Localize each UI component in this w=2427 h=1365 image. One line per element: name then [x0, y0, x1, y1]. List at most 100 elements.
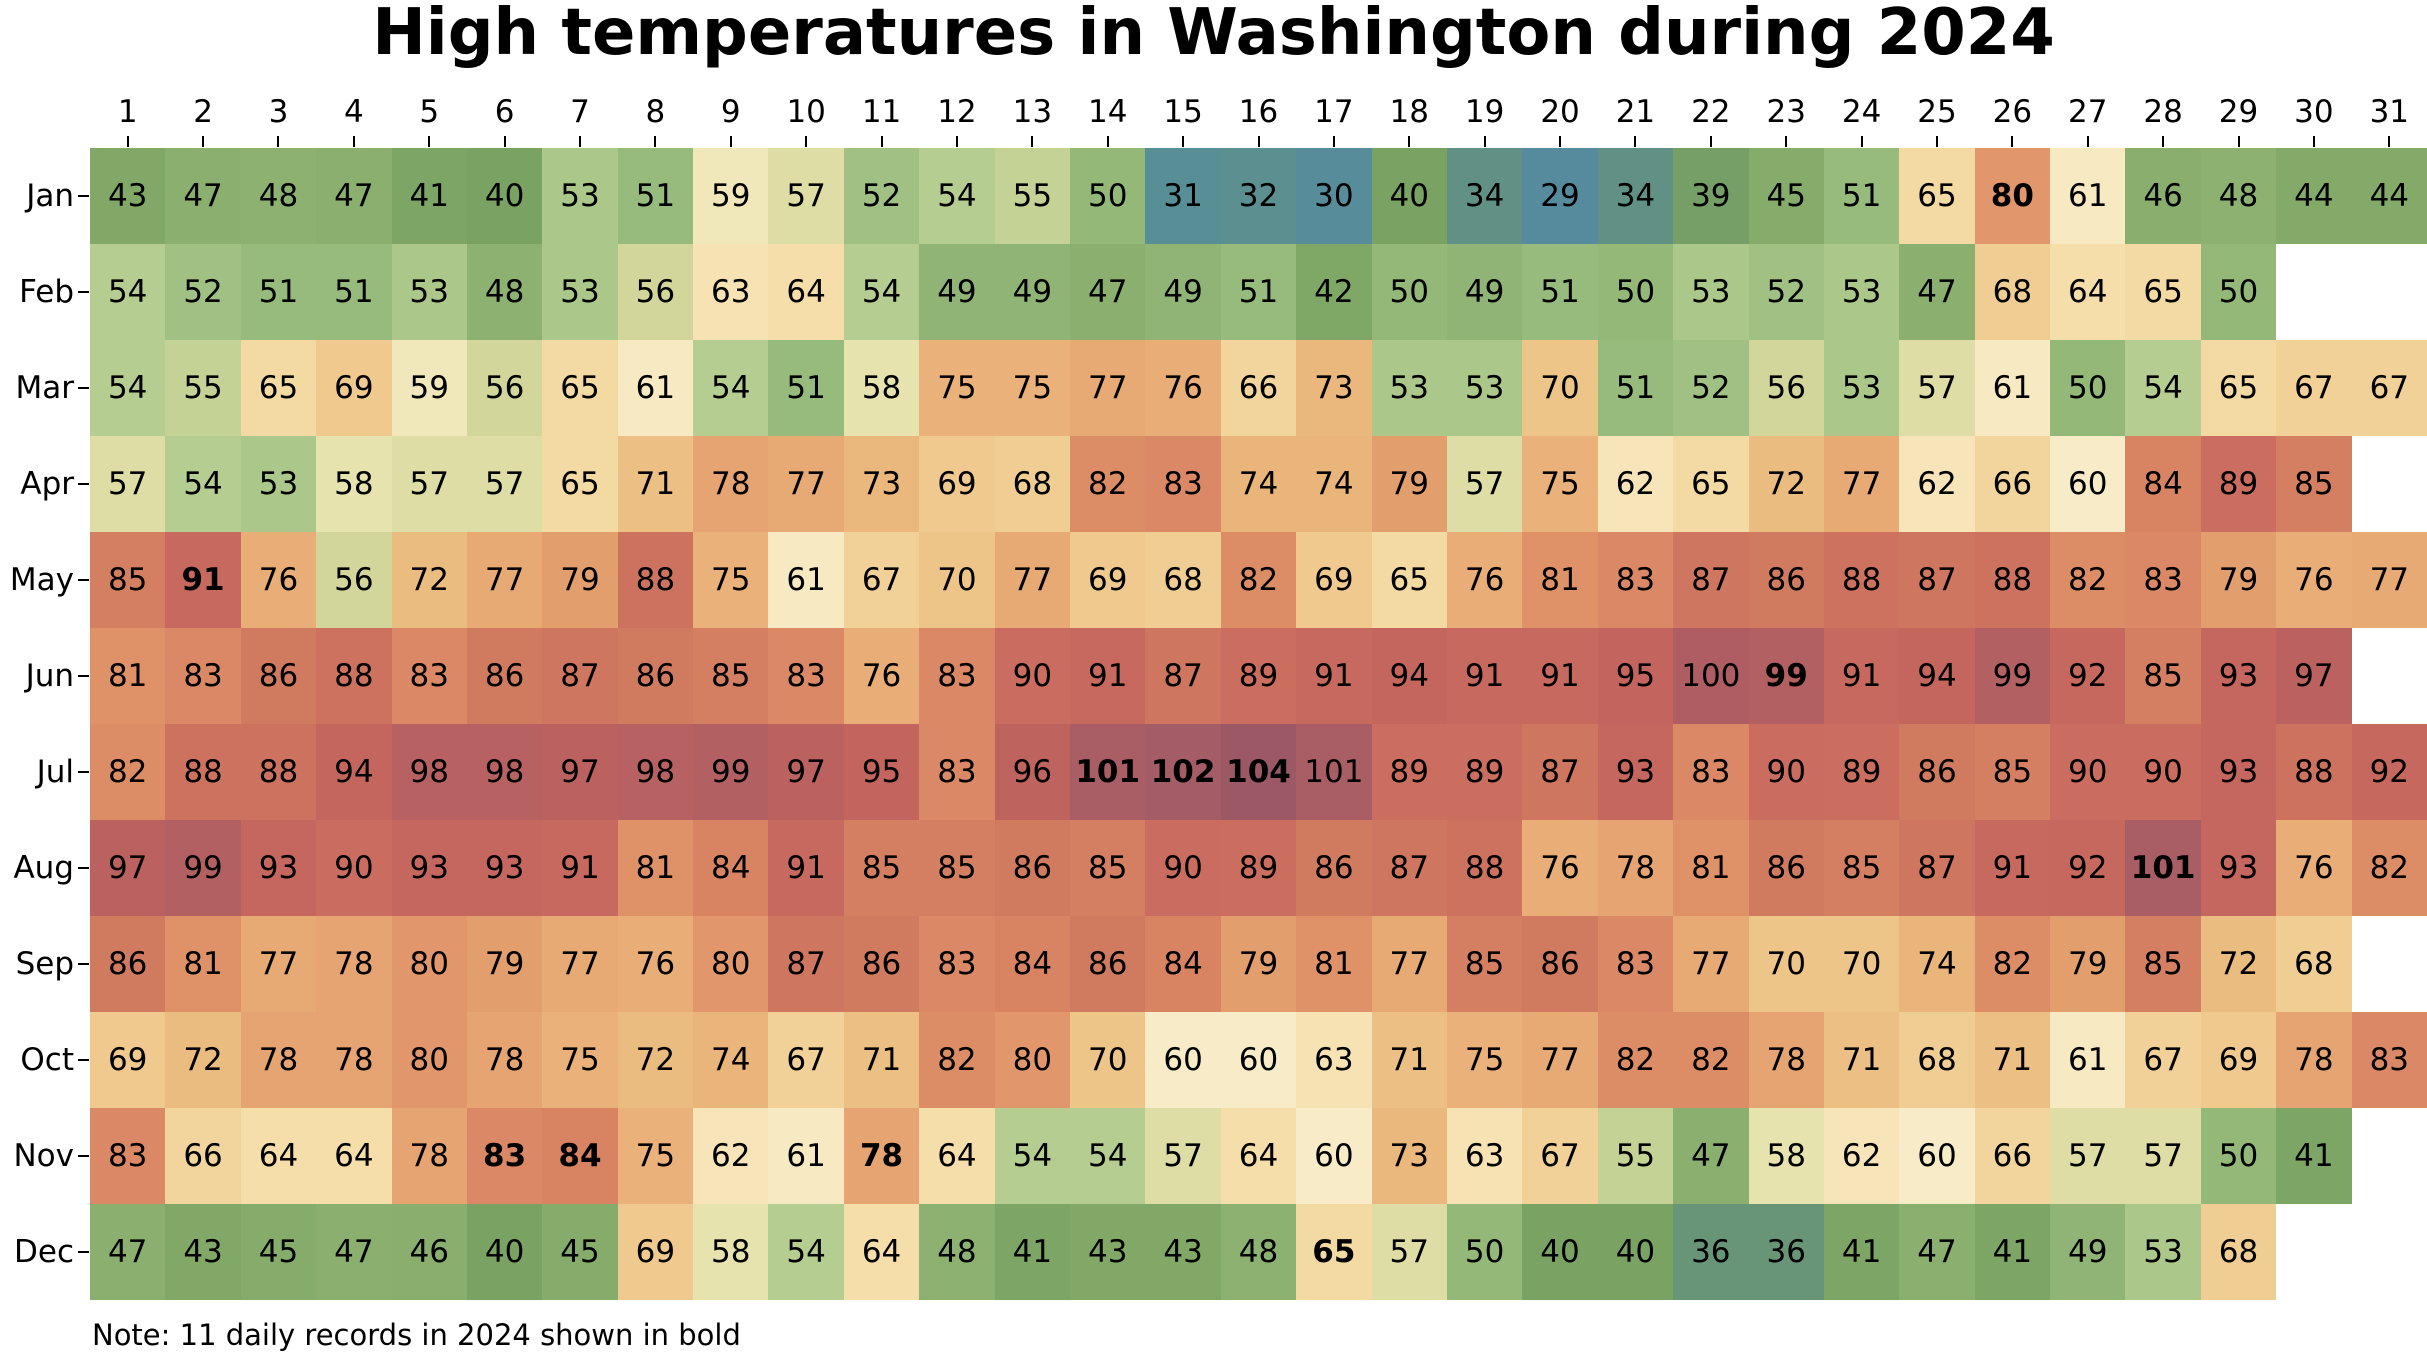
heatmap-cell-jul-3: 88 — [240, 724, 317, 820]
heatmap-cell-sep-23: 70 — [1748, 916, 1824, 1012]
heatmap-cell-dec-3: 45 — [240, 1204, 317, 1300]
heatmap-cell-dec-24: 41 — [1823, 1204, 1900, 1300]
heatmap-cell-may-19: 76 — [1446, 532, 1523, 628]
day-label-10: 10 — [786, 94, 826, 130]
heatmap-cell-nov-4: 64 — [316, 1108, 392, 1204]
heatmap-cell-dec-23: 36 — [1748, 1204, 1824, 1300]
heatmap-cell-feb-22: 53 — [1673, 244, 1749, 340]
day-label-15: 15 — [1163, 94, 1203, 130]
heatmap-cell-dec-2: 43 — [165, 1204, 241, 1300]
heatmap-cell-jan-21: 34 — [1597, 148, 1674, 244]
heatmap-cell-mar-17: 73 — [1296, 340, 1372, 436]
heatmap-cell-mar-15: 76 — [1145, 340, 1221, 436]
heatmap-cell-may-13: 77 — [994, 532, 1071, 628]
heatmap-cell-feb-17: 42 — [1296, 244, 1372, 340]
heatmap-cell-feb-24: 53 — [1823, 244, 1900, 340]
heatmap-cell-may-27: 82 — [2050, 532, 2126, 628]
heatmap-cell-may-15: 68 — [1145, 532, 1221, 628]
heatmap-cell-jun-21: 95 — [1597, 628, 1674, 724]
heatmap-cell-dec-16: 48 — [1220, 1204, 1297, 1300]
day-label-30: 30 — [2294, 94, 2334, 130]
heatmap-cell-aug-19: 88 — [1446, 820, 1523, 916]
heatmap-cell-sep-15: 84 — [1145, 916, 1221, 1012]
heatmap-cell-oct-26: 71 — [1974, 1012, 2051, 1108]
day-label-2: 2 — [193, 94, 213, 130]
heatmap-cell-jun-16: 89 — [1220, 628, 1297, 724]
x-tick — [654, 136, 657, 147]
heatmap-cell-aug-31: 82 — [2351, 820, 2427, 916]
heatmap-cell-nov-12: 64 — [919, 1108, 995, 1204]
heatmap-cell-dec-20: 40 — [1522, 1204, 1598, 1300]
heatmap-cell-oct-2: 72 — [165, 1012, 241, 1108]
heatmap-cell-oct-16: 60 — [1220, 1012, 1297, 1108]
heatmap-cell-oct-23: 78 — [1748, 1012, 1824, 1108]
heatmap-cell-jan-28: 46 — [2125, 148, 2201, 244]
heatmap-cell-jul-12: 83 — [919, 724, 995, 820]
heatmap-cell-jan-11: 52 — [843, 148, 920, 244]
heatmap-cell-apr-7: 65 — [542, 436, 618, 532]
heatmap-cell-sep-22: 77 — [1673, 916, 1749, 1012]
heatmap-cell-dec-8: 69 — [617, 1204, 694, 1300]
heatmap-cell-mar-12: 75 — [919, 340, 995, 436]
day-label-29: 29 — [2218, 94, 2259, 130]
heatmap-cell-sep-7: 77 — [542, 916, 618, 1012]
heatmap-cell-jan-3: 48 — [240, 148, 317, 244]
heatmap-cell-jun-11: 76 — [843, 628, 920, 724]
chart-title: High temperatures in Washington during 2… — [372, 0, 2055, 70]
heatmap-cell-nov-27: 57 — [2050, 1108, 2126, 1204]
heatmap-cell-aug-22: 81 — [1673, 820, 1749, 916]
heatmap-cell-may-29: 79 — [2200, 532, 2277, 628]
month-label-jun: Jun — [25, 658, 74, 694]
heatmap-cell-oct-25: 68 — [1899, 1012, 1975, 1108]
x-tick — [1559, 136, 1562, 147]
heatmap-cell-jul-31: 92 — [2351, 724, 2427, 820]
heatmap-cell-may-31: 77 — [2351, 532, 2427, 628]
heatmap-cell-oct-3: 78 — [240, 1012, 317, 1108]
heatmap-cell-jan-5: 41 — [391, 148, 467, 244]
heatmap-cell-mar-28: 54 — [2125, 340, 2201, 436]
heatmap-cell-nov-30: 41 — [2276, 1108, 2352, 1204]
heatmap-cell-may-18: 65 — [1371, 532, 1447, 628]
heatmap-cell-mar-31: 67 — [2351, 340, 2427, 436]
heatmap-cell-feb-16: 51 — [1220, 244, 1297, 340]
heatmap-cell-apr-9: 78 — [693, 436, 769, 532]
heatmap-cell-mar-11: 58 — [843, 340, 920, 436]
heatmap-cell-jan-17: 30 — [1296, 148, 1372, 244]
heatmap-cell-oct-31: 83 — [2351, 1012, 2427, 1108]
heatmap-cell-feb-27: 64 — [2050, 244, 2126, 340]
heatmap-cell-feb-29: 50 — [2200, 244, 2277, 340]
heatmap-cell-jul-23: 90 — [1748, 724, 1824, 820]
day-label-11: 11 — [861, 94, 902, 130]
heatmap-cell-aug-20: 76 — [1522, 820, 1598, 916]
heatmap-cell-jul-7: 97 — [542, 724, 618, 820]
heatmap-cell-jul-13: 96 — [994, 724, 1071, 820]
heatmap-cell-nov-11: 78 — [843, 1108, 920, 1204]
x-tick — [1860, 136, 1863, 147]
heatmap-cell-apr-4: 58 — [316, 436, 392, 532]
heatmap-cell-aug-12: 85 — [919, 820, 995, 916]
heatmap-cell-may-30: 76 — [2276, 532, 2352, 628]
heatmap-cell-jun-18: 94 — [1371, 628, 1447, 724]
heatmap-cell-nov-15: 57 — [1145, 1108, 1221, 1204]
heatmap-cell-sep-2: 81 — [165, 916, 241, 1012]
heatmap-cell-aug-5: 93 — [391, 820, 467, 916]
heatmap-cell-apr-1: 57 — [90, 436, 166, 532]
heatmap-cell-sep-8: 76 — [617, 916, 694, 1012]
heatmap-cell-may-9: 75 — [693, 532, 769, 628]
x-tick — [2162, 136, 2165, 147]
heatmap-cell-feb-26: 68 — [1974, 244, 2051, 340]
day-label-13: 13 — [1012, 94, 1053, 130]
heatmap-cell-jun-14: 91 — [1070, 628, 1146, 724]
heatmap-cell-may-10: 61 — [768, 532, 844, 628]
heatmap-cell-feb-23: 52 — [1748, 244, 1824, 340]
heatmap-cell-jan-4: 47 — [316, 148, 392, 244]
heatmap-cell-aug-7: 91 — [542, 820, 618, 916]
day-label-28: 28 — [2143, 94, 2183, 130]
day-label-17: 17 — [1314, 94, 1354, 130]
heatmap-cell-mar-5: 59 — [391, 340, 467, 436]
heatmap-cell-apr-13: 68 — [994, 436, 1071, 532]
x-tick — [2312, 136, 2315, 147]
heatmap-cell-nov-18: 73 — [1371, 1108, 1447, 1204]
heatmap-cell-aug-24: 85 — [1823, 820, 1900, 916]
x-tick — [1106, 136, 1109, 147]
